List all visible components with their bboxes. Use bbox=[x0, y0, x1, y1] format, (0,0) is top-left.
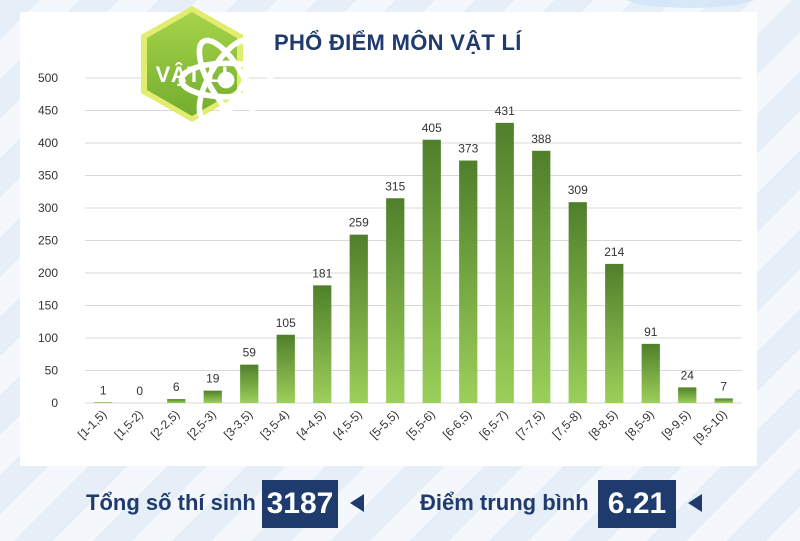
pointer-arrow-icon bbox=[350, 494, 364, 512]
total-candidates-value: 3187 bbox=[262, 480, 338, 528]
x-tick-label: [1,5-2) bbox=[111, 407, 145, 441]
subject-badge: VẬT LÍ bbox=[139, 4, 274, 124]
data-label: 214 bbox=[604, 245, 624, 259]
data-label: 1 bbox=[100, 383, 107, 397]
bar bbox=[714, 398, 733, 403]
bar bbox=[167, 399, 186, 403]
x-tick-label: [8-8,5) bbox=[586, 407, 620, 441]
score-distribution-chart: 0 50 100 150 200 250 300 350 400 450 500 1 [1-1,5) 0 [… bbox=[38, 71, 742, 446]
atom-icon bbox=[178, 37, 274, 123]
total-candidates-label: Tổng số thí sinh bbox=[86, 490, 256, 515]
bar bbox=[605, 263, 624, 403]
x-tick-label: [7-7,5) bbox=[513, 407, 547, 441]
bar bbox=[94, 402, 113, 403]
y-tick-label: 150 bbox=[38, 299, 58, 313]
data-label: 59 bbox=[243, 346, 257, 360]
bar bbox=[386, 198, 405, 403]
data-label: 91 bbox=[644, 325, 658, 339]
x-tick-label: [4-4,5) bbox=[294, 407, 328, 441]
x-tick-label: [8,5-9) bbox=[622, 407, 656, 441]
x-tick-label: [6,5-7) bbox=[476, 407, 510, 441]
y-tick-label: 500 bbox=[38, 71, 58, 85]
y-tick-label: 400 bbox=[38, 136, 58, 150]
data-label: 315 bbox=[385, 179, 405, 193]
average-score-label: Điểm trung bình bbox=[420, 490, 589, 515]
x-tick-label: [4,5-5) bbox=[330, 407, 364, 441]
y-tick-label: 450 bbox=[38, 104, 58, 118]
bar bbox=[459, 160, 478, 403]
bar bbox=[240, 364, 259, 403]
y-tick-label: 50 bbox=[45, 364, 59, 378]
data-label: 105 bbox=[276, 316, 296, 330]
x-tick-label: [3-3,5) bbox=[221, 407, 255, 441]
data-label: 181 bbox=[312, 266, 332, 280]
bar bbox=[276, 334, 295, 403]
y-tick-label: 0 bbox=[51, 396, 58, 410]
subject-label: VẬT LÍ bbox=[155, 62, 229, 87]
data-label: 24 bbox=[681, 368, 695, 382]
y-tick-label: 100 bbox=[38, 331, 58, 345]
x-tick-label: [9-9,5) bbox=[659, 407, 693, 441]
x-tick-label: [2-2,5) bbox=[148, 407, 182, 441]
bar bbox=[313, 285, 332, 403]
bar bbox=[495, 122, 514, 403]
data-label: 19 bbox=[206, 372, 220, 386]
bar bbox=[641, 343, 660, 403]
bar bbox=[532, 150, 551, 403]
data-label: 309 bbox=[568, 183, 588, 197]
data-label: 0 bbox=[136, 384, 143, 398]
x-tick-label: [9,5-10) bbox=[691, 407, 730, 446]
x-tick-label: [5-5,5) bbox=[367, 407, 401, 441]
pointer-arrow-icon bbox=[688, 494, 702, 512]
data-label: 405 bbox=[422, 121, 442, 135]
bar bbox=[678, 387, 697, 403]
chart-title: PHỔ ĐIỂM MÔN VẬT LÍ bbox=[274, 30, 522, 55]
y-tick-label: 200 bbox=[38, 266, 58, 280]
data-label: 7 bbox=[720, 379, 727, 393]
data-label: 6 bbox=[173, 380, 180, 394]
bar bbox=[349, 234, 368, 403]
x-tick-label: [7,5-8) bbox=[549, 407, 583, 441]
summary-stats: Tổng số thí sinh 3187 Điểm trung bình 6.… bbox=[0, 470, 800, 541]
y-tick-label: 300 bbox=[38, 201, 58, 215]
decorative-glow bbox=[620, 0, 760, 8]
bar bbox=[568, 202, 587, 403]
bar bbox=[203, 390, 222, 403]
y-tick-label: 350 bbox=[38, 169, 58, 183]
data-label: 259 bbox=[349, 216, 369, 230]
x-tick-label: [1-1,5) bbox=[75, 407, 109, 441]
data-label: 431 bbox=[495, 104, 515, 118]
data-label: 373 bbox=[458, 142, 478, 156]
bar bbox=[422, 139, 441, 403]
x-tick-label: [6-6,5) bbox=[440, 407, 474, 441]
x-tick-label: [3,5-4) bbox=[257, 407, 291, 441]
x-tick-label: [5,5-6) bbox=[403, 407, 437, 441]
data-label: 388 bbox=[531, 132, 551, 146]
y-tick-label: 250 bbox=[38, 234, 58, 248]
average-score-value: 6.21 bbox=[598, 480, 676, 528]
x-tick-label: [2,5-3) bbox=[184, 407, 218, 441]
